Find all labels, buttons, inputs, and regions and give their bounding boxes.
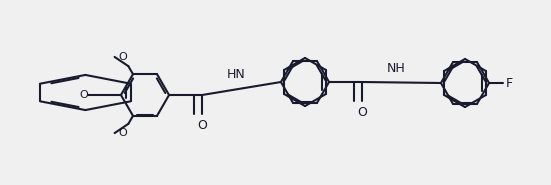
- Text: O: O: [357, 106, 367, 119]
- Text: HN: HN: [226, 68, 245, 81]
- Text: O: O: [118, 127, 127, 137]
- Text: O: O: [197, 119, 207, 132]
- Text: O: O: [79, 90, 88, 100]
- Text: NH: NH: [387, 62, 406, 75]
- Text: O: O: [118, 53, 127, 63]
- Text: F: F: [506, 77, 512, 90]
